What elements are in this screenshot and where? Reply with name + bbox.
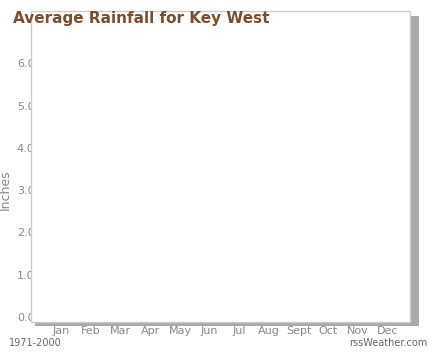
Text: 1971-2000: 1971-2000 bbox=[9, 339, 61, 348]
Bar bbox=[231, 177, 248, 317]
Bar bbox=[290, 84, 307, 317]
Bar bbox=[112, 237, 129, 317]
Bar bbox=[349, 205, 367, 317]
Bar bbox=[379, 225, 397, 317]
Title: Average Monthly Precipitation
Key West, Florida: Average Monthly Precipitation Key West, … bbox=[94, 23, 355, 55]
Bar bbox=[201, 122, 218, 317]
Bar bbox=[320, 133, 337, 317]
Text: Average Rainfall for Key West: Average Rainfall for Key West bbox=[13, 11, 269, 26]
Text: rssWeather.com: rssWeather.com bbox=[349, 339, 427, 348]
Bar bbox=[82, 251, 100, 317]
Y-axis label: Inches: Inches bbox=[0, 170, 11, 210]
Bar bbox=[171, 167, 189, 317]
Bar bbox=[142, 228, 159, 317]
Bar bbox=[260, 87, 278, 317]
Bar bbox=[52, 222, 70, 317]
